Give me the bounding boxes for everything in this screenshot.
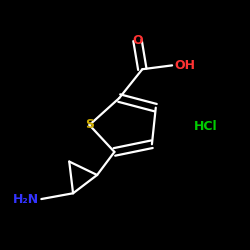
Text: S: S [85,118,94,132]
Text: HCl: HCl [194,120,218,134]
Text: OH: OH [174,59,195,72]
Text: O: O [132,34,143,47]
Text: H₂N: H₂N [13,192,40,205]
